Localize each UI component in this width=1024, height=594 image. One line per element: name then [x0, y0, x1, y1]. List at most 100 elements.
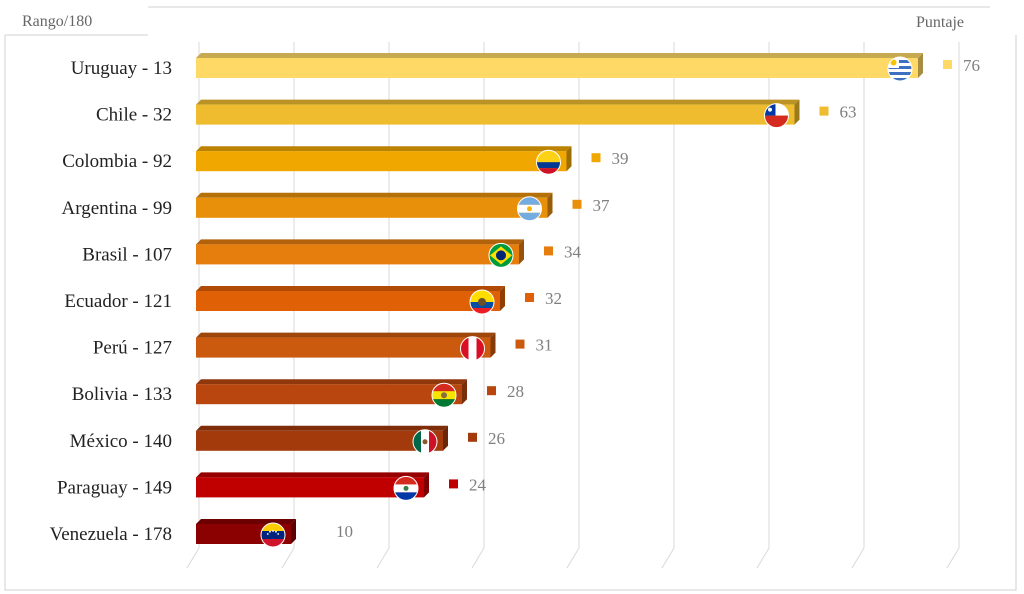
bar-side [519, 239, 524, 265]
value-label: 76 [963, 56, 980, 75]
bar [196, 151, 567, 172]
brazil-flag-icon [489, 243, 513, 268]
bar-top [196, 472, 429, 478]
venezuela-flag-icon [261, 523, 285, 547]
paraguay-flag-icon [394, 476, 418, 501]
category-label: Venezuela - 178 [50, 524, 172, 545]
ecuador-flag-icon [470, 290, 494, 314]
bar-side [291, 519, 296, 544]
value-label: 63 [840, 103, 857, 122]
bar [196, 291, 500, 311]
gridline-floor [471, 547, 485, 569]
bar [196, 104, 795, 125]
value-marker [515, 339, 525, 349]
gridline-floor [376, 547, 390, 569]
gridline-floor [661, 547, 675, 569]
bar-side [547, 192, 553, 218]
value-marker [943, 60, 952, 69]
bar-side [490, 332, 496, 358]
bar-top [196, 519, 296, 524]
value-label: 39 [612, 149, 629, 168]
bar-top [196, 425, 448, 431]
value-marker [487, 386, 496, 396]
bar-top [196, 332, 496, 338]
bar-group: Argentina - 99 37 [62, 192, 611, 222]
value-label: 32 [545, 289, 562, 308]
bar-group: Uruguay - 13 76 [71, 53, 980, 82]
bar-group: Perú - 127 31 [93, 332, 553, 362]
bar-side [462, 379, 467, 405]
bar-top [196, 239, 524, 245]
bar-group: Chile - 32 63 [96, 99, 857, 129]
mexico-flag-icon [413, 429, 437, 454]
value-marker [449, 479, 458, 489]
value-marker [572, 199, 582, 209]
bar-side [424, 472, 429, 498]
value-label: 34 [564, 242, 582, 261]
gridline-floor [566, 547, 580, 569]
category-label: Brasil - 107 [82, 244, 172, 265]
bar-side [500, 286, 505, 311]
bars-group: Uruguay - 13 76 Chile - 32 63 Colombia - 92 3… [50, 53, 980, 548]
uruguay-flag-icon [888, 57, 912, 81]
bar-top [196, 99, 800, 105]
bar [196, 244, 519, 265]
gridline-floor [186, 547, 200, 569]
bar [196, 384, 462, 405]
bar-group: Venezuela - 178 10 [50, 519, 353, 548]
gridline-floor [946, 547, 960, 569]
category-label: México - 140 [70, 431, 172, 452]
bar-side [794, 99, 800, 125]
bar-side [566, 146, 572, 172]
category-label: Perú - 127 [93, 338, 172, 359]
chile-flag-icon [764, 103, 789, 128]
top-left-label: Rango/180 [22, 13, 92, 30]
value-label: 10 [336, 522, 353, 541]
value-label: 28 [507, 382, 524, 401]
category-label: Ecuador - 121 [64, 291, 172, 312]
bar-top [196, 53, 923, 58]
bar [196, 477, 424, 498]
bar [196, 58, 918, 78]
bar-side [443, 425, 448, 451]
category-label: Chile - 32 [96, 105, 172, 126]
bar-top [196, 286, 505, 291]
argentina-flag-icon [517, 196, 542, 221]
category-label: Colombia - 92 [62, 151, 172, 172]
bar [196, 197, 548, 218]
bar-group: Paraguay - 149 24 [57, 472, 487, 501]
value-label: 31 [536, 336, 553, 355]
value-label: 24 [469, 475, 487, 494]
bar-top [196, 379, 467, 385]
bar-group: Ecuador - 121 32 [64, 286, 562, 315]
bar-group: Colombia - 92 39 [62, 146, 629, 175]
category-label: Bolivia - 133 [72, 384, 172, 405]
bar [196, 430, 443, 451]
bar-top [196, 192, 553, 198]
bar-group: México - 140 26 [70, 425, 505, 455]
value-marker [544, 246, 553, 256]
bar-side [918, 53, 923, 78]
bolivia-flag-icon [432, 383, 456, 408]
top-right-label: Puntaje [916, 14, 964, 31]
value-marker [819, 106, 829, 116]
colombia-flag-icon [536, 150, 561, 175]
category-label: Paraguay - 149 [57, 477, 172, 498]
bar [196, 337, 491, 358]
category-label: Argentina - 99 [62, 198, 172, 219]
gridline-floor [851, 547, 865, 569]
bar-top [196, 146, 572, 152]
bar-group: Bolivia - 133 28 [72, 379, 524, 408]
category-label: Uruguay - 13 [71, 58, 172, 79]
gridline-floor [756, 547, 770, 569]
value-marker [525, 293, 534, 302]
value-label: 26 [488, 429, 505, 448]
peru-flag-icon [460, 336, 485, 361]
value-label: 37 [593, 196, 611, 215]
chart-frame [4, 6, 1017, 591]
value-marker [468, 432, 477, 442]
value-marker [591, 153, 601, 163]
gridline-floor [281, 547, 295, 569]
bar-group: Brasil - 107 34 [82, 239, 582, 268]
